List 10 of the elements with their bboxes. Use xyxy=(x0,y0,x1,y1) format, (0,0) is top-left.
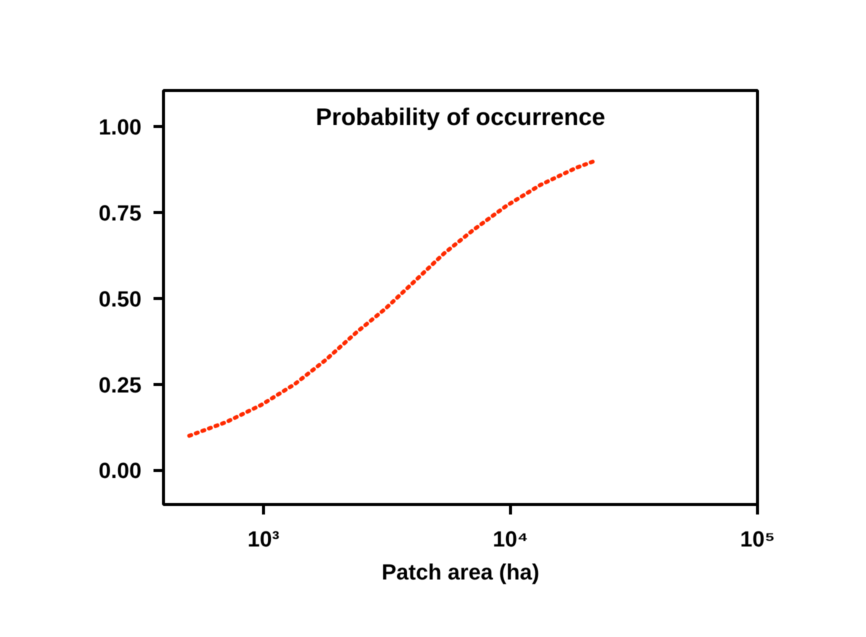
x-tick-label: 10³ xyxy=(248,526,280,552)
y-tick-label: 0.50 xyxy=(98,286,142,312)
y-tick-label: 0.25 xyxy=(98,372,142,398)
x-tick-label: 10⁵ xyxy=(740,526,775,552)
x-tick-label: 10⁴ xyxy=(492,526,528,552)
y-tick-label: 1.00 xyxy=(98,114,142,140)
x-axis-title: Patch area (ha) xyxy=(382,560,540,584)
y-tick-label: 0.00 xyxy=(98,458,142,484)
y-tick-label: 0.75 xyxy=(98,200,142,226)
text: Probability of occurrence xyxy=(316,104,606,131)
